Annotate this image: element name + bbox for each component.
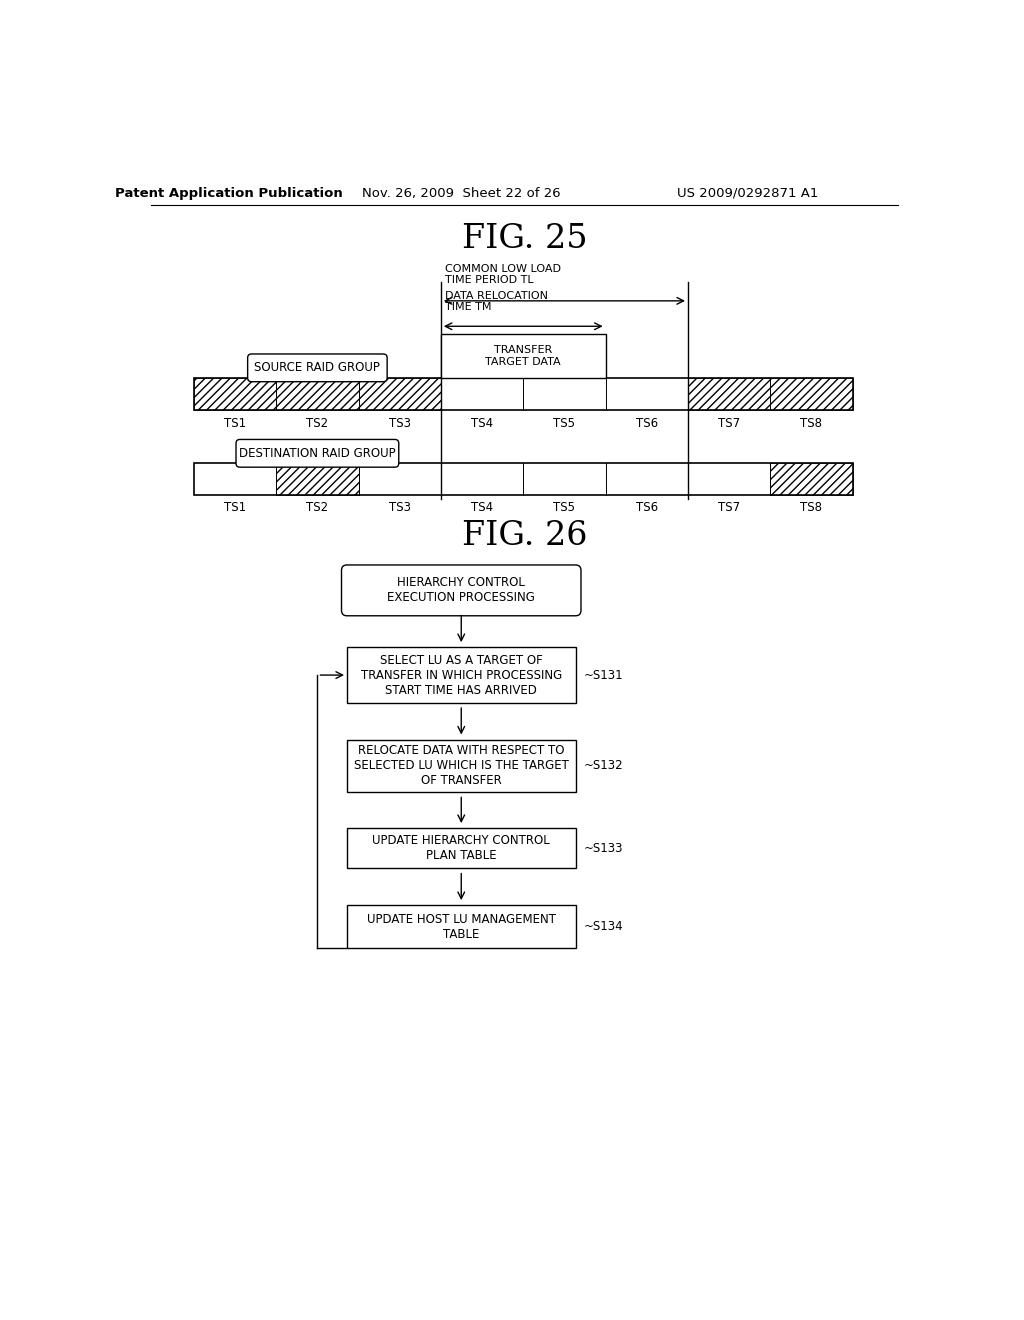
- Text: TS5: TS5: [553, 417, 575, 430]
- Text: ~S134: ~S134: [584, 920, 623, 933]
- Text: TS7: TS7: [718, 502, 740, 515]
- Bar: [688, 378, 853, 411]
- Bar: [347, 739, 575, 792]
- Text: TS8: TS8: [801, 417, 822, 430]
- Bar: [194, 378, 441, 411]
- Text: Patent Application Publication: Patent Application Publication: [115, 186, 343, 199]
- Text: TS8: TS8: [801, 502, 822, 515]
- FancyBboxPatch shape: [342, 565, 581, 615]
- Text: TS5: TS5: [553, 502, 575, 515]
- Bar: [194, 378, 853, 411]
- Bar: [194, 378, 853, 411]
- Text: ~S133: ~S133: [584, 842, 623, 855]
- Text: UPDATE HOST LU MANAGEMENT
TABLE: UPDATE HOST LU MANAGEMENT TABLE: [367, 913, 556, 941]
- Text: FIG. 26: FIG. 26: [462, 520, 588, 552]
- Text: TS6: TS6: [636, 502, 657, 515]
- Text: UPDATE HIERARCHY CONTROL
PLAN TABLE: UPDATE HIERARCHY CONTROL PLAN TABLE: [373, 834, 550, 862]
- Text: TS2: TS2: [306, 502, 329, 515]
- Text: TS3: TS3: [389, 417, 411, 430]
- Text: TS2: TS2: [306, 417, 329, 430]
- Text: SOURCE RAID GROUP: SOURCE RAID GROUP: [254, 362, 380, 375]
- Text: TS1: TS1: [224, 502, 246, 515]
- Text: SELECT LU AS A TARGET OF
TRANSFER IN WHICH PROCESSING
START TIME HAS ARRIVED: SELECT LU AS A TARGET OF TRANSFER IN WHI…: [360, 653, 562, 697]
- Text: TS3: TS3: [389, 502, 411, 515]
- Text: DESTINATION RAID GROUP: DESTINATION RAID GROUP: [239, 446, 395, 459]
- Text: TRANSFER
TARGET DATA: TRANSFER TARGET DATA: [485, 345, 561, 367]
- FancyBboxPatch shape: [236, 440, 398, 467]
- Text: DATA RELOCATION
TIME TM: DATA RELOCATION TIME TM: [444, 290, 548, 313]
- Bar: [194, 462, 853, 495]
- Text: COMMON LOW LOAD
TIME PERIOD TL: COMMON LOW LOAD TIME PERIOD TL: [444, 264, 561, 285]
- Text: TS6: TS6: [636, 417, 657, 430]
- Bar: [194, 462, 853, 495]
- Text: Nov. 26, 2009  Sheet 22 of 26: Nov. 26, 2009 Sheet 22 of 26: [361, 186, 560, 199]
- Text: TS4: TS4: [471, 417, 494, 430]
- Text: ~S132: ~S132: [584, 759, 623, 772]
- Bar: [347, 906, 575, 949]
- Text: TS7: TS7: [718, 417, 740, 430]
- Text: ~S131: ~S131: [584, 668, 623, 681]
- Bar: [441, 334, 605, 378]
- FancyBboxPatch shape: [248, 354, 387, 381]
- Text: RELOCATE DATA WITH RESPECT TO
SELECTED LU WHICH IS THE TARGET
OF TRANSFER: RELOCATE DATA WITH RESPECT TO SELECTED L…: [354, 744, 568, 788]
- Text: FIG. 25: FIG. 25: [462, 223, 588, 255]
- Text: HIERARCHY CONTROL
EXECUTION PROCESSING: HIERARCHY CONTROL EXECUTION PROCESSING: [387, 577, 536, 605]
- Bar: [770, 462, 853, 495]
- Text: US 2009/0292871 A1: US 2009/0292871 A1: [677, 186, 818, 199]
- Text: TS1: TS1: [224, 417, 246, 430]
- Text: TS4: TS4: [471, 502, 494, 515]
- Bar: [347, 829, 575, 869]
- Bar: [276, 462, 358, 495]
- Bar: [347, 647, 575, 702]
